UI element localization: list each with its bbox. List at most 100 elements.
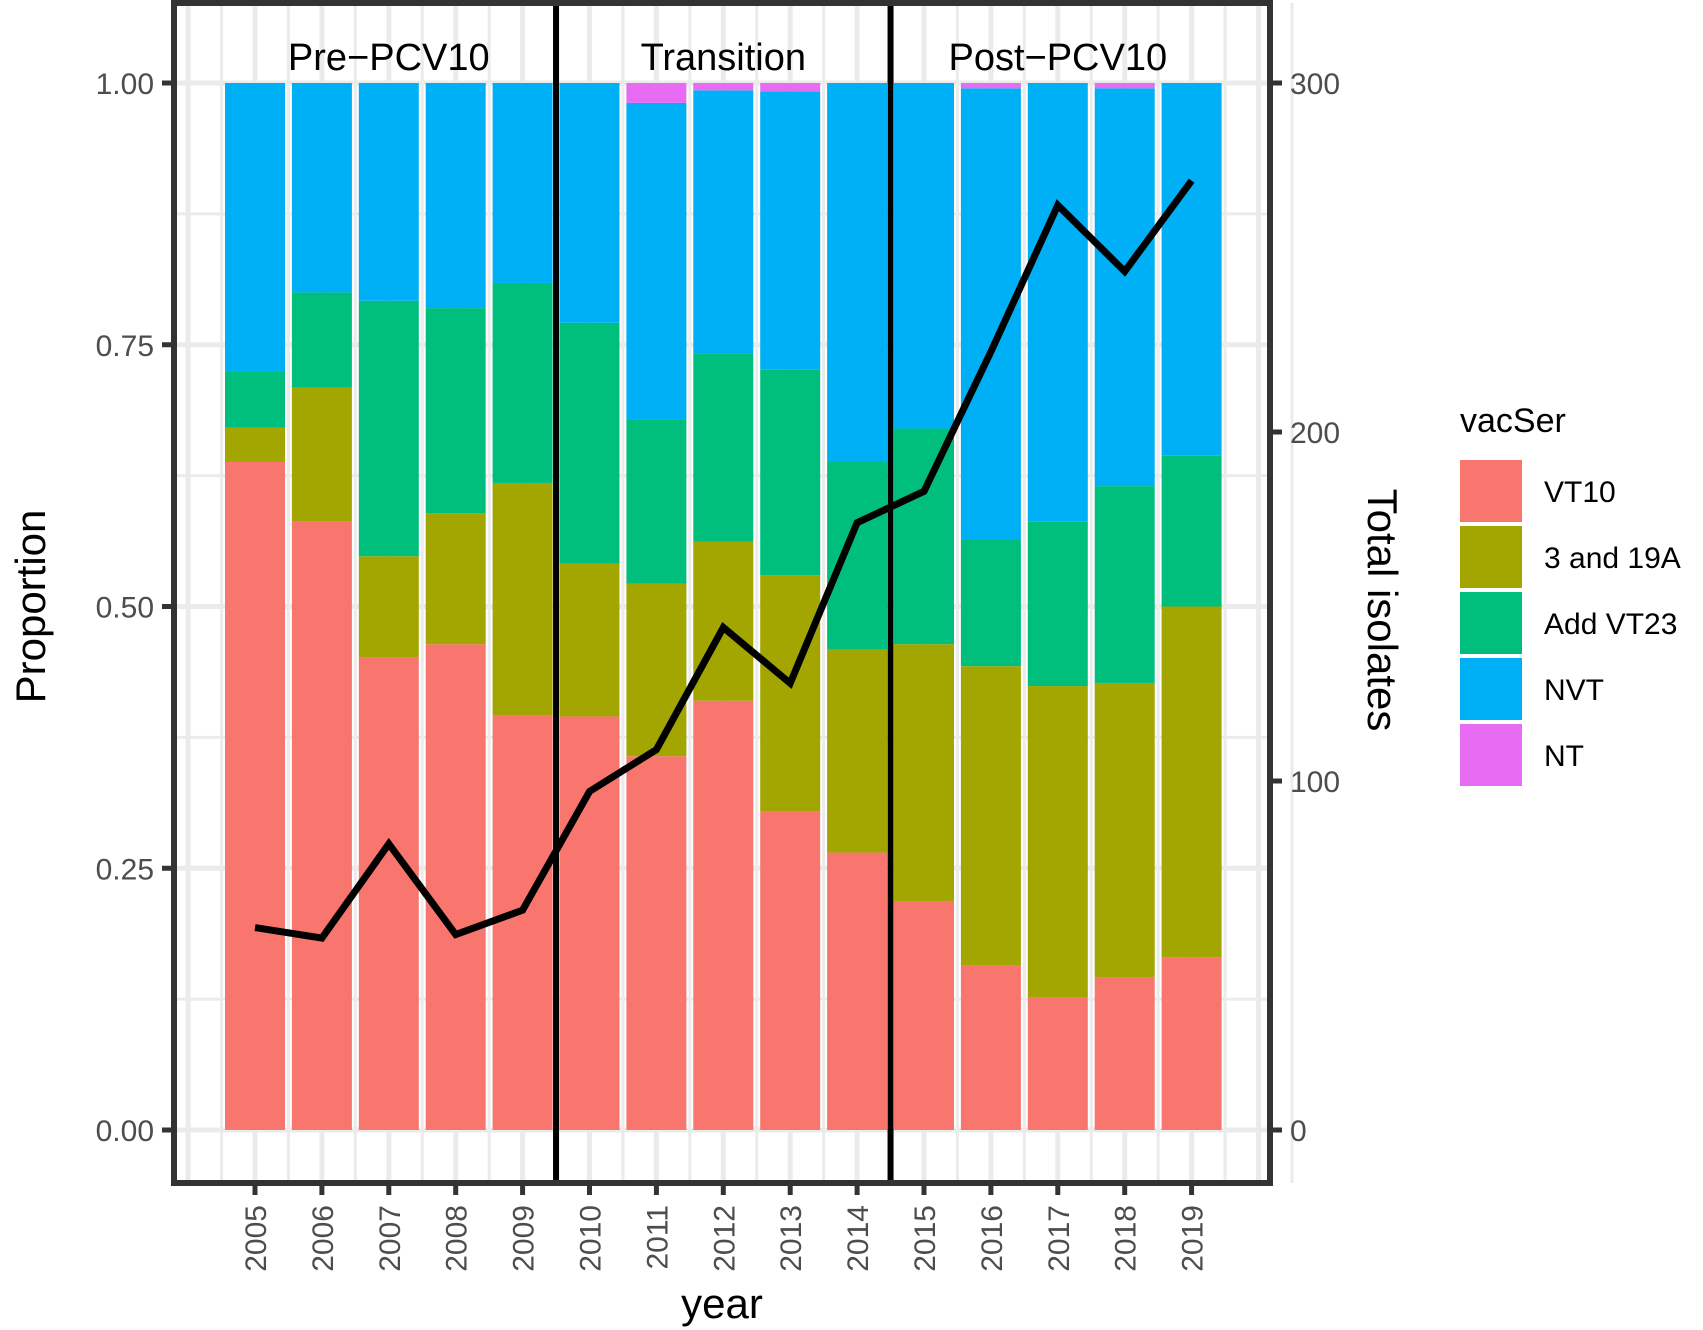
bar-segment-nt-2016 <box>960 83 1021 89</box>
total-isolates-line <box>254 178 1195 942</box>
x-tick-label: 2008 <box>441 1205 474 1272</box>
x-tick-label: 2010 <box>575 1205 608 1272</box>
bar-segment-nt-2011 <box>626 83 687 103</box>
bar-segment-add-vt23-2006 <box>291 292 352 388</box>
x-tick-label: 2016 <box>976 1205 1009 1272</box>
bar-segment-vt10-2007 <box>358 657 419 1130</box>
bar-segment-add-vt23-2012 <box>693 353 754 542</box>
period-label: Post−PCV10 <box>948 37 1167 79</box>
bar-segment-nvt-2017 <box>1027 83 1088 522</box>
bar-segment-nvt-2007 <box>358 83 419 301</box>
bar-segment-add-vt23-2019 <box>1161 455 1222 607</box>
legend-label: VT10 <box>1544 476 1616 509</box>
bar-segment-nvt-2018 <box>1094 88 1155 487</box>
bar-segment-3-and-19a-2005 <box>225 427 285 463</box>
x-tick-label: 2014 <box>842 1205 875 1272</box>
period-label: Pre−PCV10 <box>288 37 490 79</box>
bar-segment-add-vt23-2007 <box>358 300 419 557</box>
bar-segment-3-and-19a-2011 <box>626 583 687 757</box>
bar-segment-nvt-2013 <box>760 91 821 370</box>
bar-segment-3-and-19a-2019 <box>1161 606 1222 958</box>
period-labels: Pre−PCV10 Transition Post−PCV10 <box>288 37 1167 79</box>
bar-segment-nvt-2011 <box>626 102 687 420</box>
bar-segment-nvt-2019 <box>1161 83 1222 456</box>
bar-segment-nt-2018 <box>1094 83 1155 89</box>
bar-segment-vt10-2009 <box>492 715 553 1130</box>
bar-segment-vt10-2005 <box>225 462 285 1130</box>
bar-segment-3-and-19a-2014 <box>827 649 888 853</box>
y-axis-title: Proportion <box>7 510 54 704</box>
bar-segment-add-vt23-2008 <box>425 308 486 514</box>
period-label: Transition <box>641 37 806 79</box>
bar-segment-add-vt23-2013 <box>760 369 821 576</box>
legend-swatch-vt10 <box>1460 460 1522 522</box>
bar-segment-nvt-2015 <box>894 83 954 429</box>
y-tick-label: 0.25 <box>96 853 154 886</box>
y2-tick-label: 0 <box>1290 1115 1307 1148</box>
bar-segment-vt10-2018 <box>1094 977 1155 1130</box>
x-tick-label: 2017 <box>1043 1205 1076 1272</box>
bar-segment-vt10-2008 <box>425 644 486 1130</box>
x-axis: 2005 2006 2007 2008 2009 2010 2011 2012 2013 2014… <box>240 1183 1210 1272</box>
bar-segment-3-and-19a-2006 <box>291 387 352 522</box>
bar-segment-add-vt23-2014 <box>827 462 888 650</box>
legend-label: NVT <box>1544 674 1604 707</box>
x-tick-label: 2018 <box>1110 1205 1143 1272</box>
bar-segment-vt10-2017 <box>1027 997 1088 1130</box>
bar-segment-nvt-2006 <box>291 83 352 293</box>
y-tick-label: 0.75 <box>96 330 154 363</box>
bar-segment-3-and-19a-2017 <box>1027 686 1088 998</box>
y-tick-label: 0.00 <box>96 1115 154 1148</box>
bar-segment-vt10-2012 <box>693 700 754 1130</box>
bar-segment-nvt-2008 <box>425 83 486 309</box>
legend-swatch-nvt <box>1460 658 1522 720</box>
bar-segment-nvt-2009 <box>492 83 553 283</box>
legend-label: NT <box>1544 740 1584 773</box>
bar-segment-3-and-19a-2009 <box>492 482 553 716</box>
bar-segment-add-vt23-2016 <box>960 539 1021 667</box>
y2-axis-title: Total isolates <box>1359 489 1406 732</box>
bar-segment-3-and-19a-2010 <box>559 563 620 717</box>
bar-segment-3-and-19a-2008 <box>425 513 486 645</box>
bar-segment-nt-2012 <box>693 83 754 91</box>
bar-segment-add-vt23-2015 <box>894 428 954 645</box>
bar-segment-vt10-2014 <box>827 852 888 1130</box>
bar-segment-nvt-2005 <box>225 83 285 372</box>
x-tick-label: 2019 <box>1177 1205 1210 1272</box>
period-dividers <box>553 3 894 1183</box>
bar-segment-3-and-19a-2015 <box>894 644 954 902</box>
bar-segment-vt10-2010 <box>559 716 620 1130</box>
stacked-bars <box>225 83 1222 1130</box>
bar-segment-vt10-2006 <box>291 521 352 1130</box>
y-tick-label: 0.50 <box>96 592 154 625</box>
bar-segment-add-vt23-2017 <box>1027 521 1088 687</box>
legend-swatch-add-vt23 <box>1460 592 1522 654</box>
bar-segment-add-vt23-2009 <box>492 282 553 483</box>
bar-segment-nvt-2012 <box>693 90 754 354</box>
y2-tick-label: 200 <box>1290 417 1340 450</box>
legend-label: Add VT23 <box>1544 608 1677 641</box>
x-tick-label: 2007 <box>374 1205 407 1272</box>
legend-swatch-nt <box>1460 724 1522 786</box>
bar-segment-vt10-2011 <box>626 756 687 1130</box>
x-tick-label: 2006 <box>307 1205 340 1272</box>
legend-title: vacSer <box>1460 402 1566 440</box>
x-tick-label: 2011 <box>641 1205 674 1270</box>
x-axis-title: year <box>681 1280 763 1327</box>
legend: vacSer VT10 3 and 19A Add VT23 NVT NT <box>1460 402 1681 786</box>
y-axis-left: 0.00 0.25 0.50 0.75 1.00 <box>96 68 174 1148</box>
bar-segment-3-and-19a-2013 <box>760 575 821 812</box>
bar-segment-vt10-2013 <box>760 811 821 1130</box>
y-tick-label: 1.00 <box>96 68 154 101</box>
bar-segment-vt10-2015 <box>894 901 954 1130</box>
bar-segment-vt10-2019 <box>1161 957 1222 1130</box>
bar-segment-add-vt23-2005 <box>225 371 285 428</box>
bar-segment-3-and-19a-2012 <box>693 541 754 701</box>
bar-segment-add-vt23-2011 <box>626 419 687 584</box>
bar-segment-add-vt23-2010 <box>559 322 620 564</box>
legend-label: 3 and 19A <box>1544 542 1681 575</box>
bar-segment-vt10-2016 <box>960 965 1021 1130</box>
bar-segment-nvt-2014 <box>827 83 888 463</box>
bar-segment-3-and-19a-2016 <box>960 666 1021 966</box>
